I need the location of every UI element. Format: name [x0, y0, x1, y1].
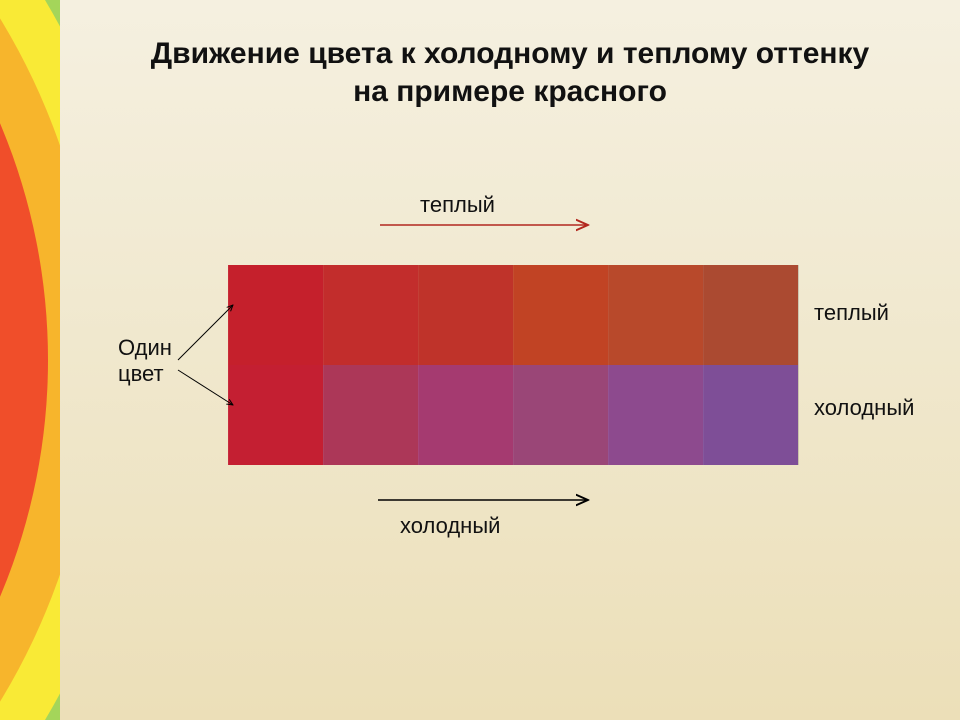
- swatch: [703, 265, 798, 365]
- swatch: [323, 365, 418, 465]
- swatch: [418, 365, 513, 465]
- label-cold-right: холодный: [814, 395, 924, 421]
- swatch-row-warm: [228, 265, 799, 365]
- arrow-pointer-lower: [178, 370, 233, 405]
- label-one-color: Одинцвет: [118, 335, 172, 388]
- page-title: Движение цвета к холодному и теплому отт…: [140, 35, 880, 110]
- swatch: [608, 265, 703, 365]
- label-cold-bottom: холодный: [400, 513, 500, 539]
- swatch-row-cold: [228, 365, 799, 465]
- rainbow-decoration: [0, 0, 60, 720]
- label-warm-right: теплый: [814, 300, 889, 326]
- swatch: [513, 265, 608, 365]
- swatch: [323, 265, 418, 365]
- swatch: [418, 265, 513, 365]
- swatch: [228, 365, 323, 465]
- slide: Движение цвета к холодному и теплому отт…: [0, 0, 960, 720]
- swatch: [513, 365, 608, 465]
- swatch: [228, 265, 323, 365]
- label-warm-top: теплый: [420, 192, 495, 218]
- swatch: [703, 365, 798, 465]
- swatch: [608, 365, 703, 465]
- arrow-pointer-upper: [178, 305, 233, 360]
